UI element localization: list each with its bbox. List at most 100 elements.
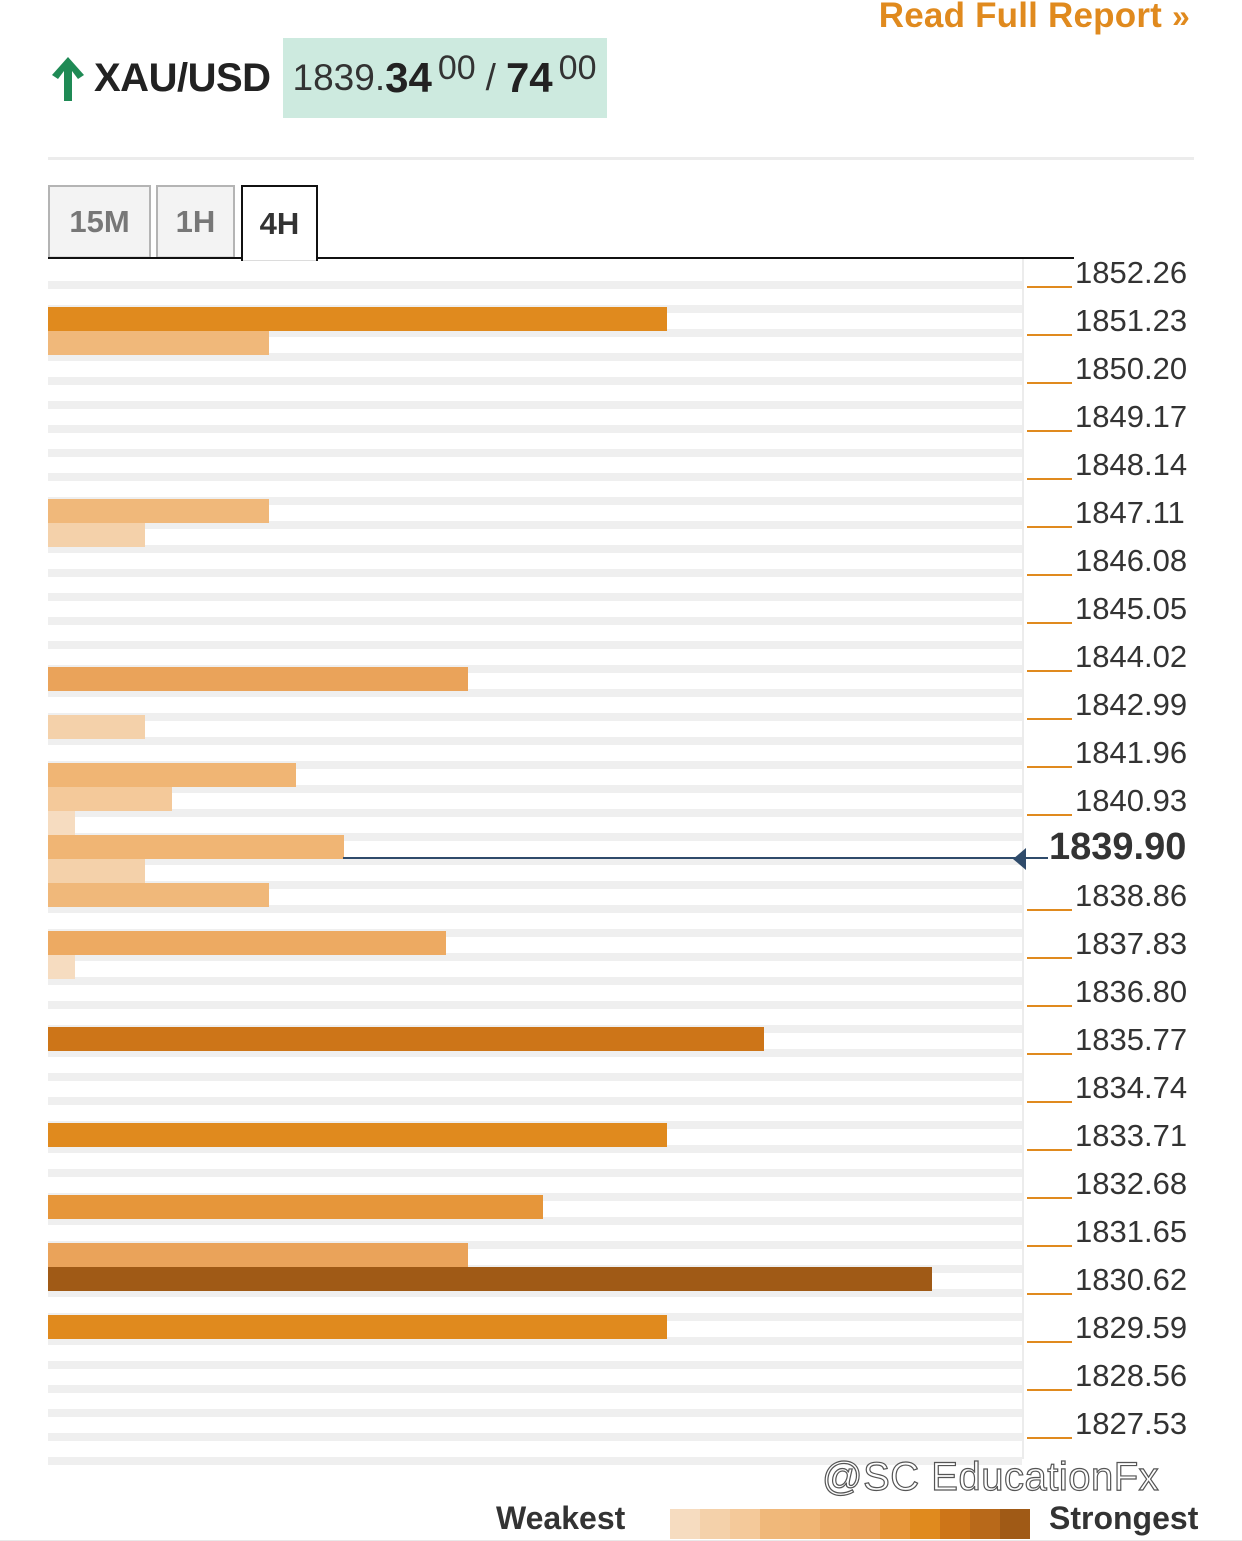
grid-stripe xyxy=(48,929,1022,937)
grid-stripe xyxy=(48,1361,1022,1369)
grid-stripe xyxy=(48,497,1022,505)
current-price-tick xyxy=(1024,857,1048,859)
legend-swatch xyxy=(700,1509,730,1539)
price-level-tick xyxy=(1027,525,1072,528)
legend-weakest-label: Weakest xyxy=(496,1500,626,1536)
price-level-label: 1830.62 xyxy=(1075,1262,1188,1298)
grid-stripe xyxy=(48,785,1022,793)
header-divider xyxy=(48,157,1194,160)
watermark: @SC EducationFx xyxy=(821,1454,1160,1499)
grid-stripe xyxy=(48,809,1022,817)
legend-swatch xyxy=(850,1509,880,1539)
price-level-label: 1834.74 xyxy=(1075,1070,1188,1106)
read-full-report-link[interactable]: Read Full Report » xyxy=(879,0,1190,36)
legend-swatch xyxy=(940,1509,970,1539)
confluence-bar xyxy=(48,835,344,859)
grid-stripe xyxy=(48,1289,1022,1297)
tab-1h[interactable]: 1H xyxy=(156,185,235,257)
confluence-bar xyxy=(48,931,446,955)
grid-stripe xyxy=(48,353,1022,361)
price-level-label: 1832.68 xyxy=(1075,1166,1188,1202)
price-level-tick xyxy=(1027,573,1072,576)
confluence-bar xyxy=(48,307,667,331)
price-level-label: 1827.53 xyxy=(1075,1406,1188,1442)
quote-separator: / xyxy=(485,57,496,98)
price-level-label: 1831.65 xyxy=(1075,1214,1188,1250)
confluence-bar xyxy=(48,763,296,787)
price-level-tick xyxy=(1027,286,1072,288)
price-level-label: 1852.26 xyxy=(1075,255,1188,290)
grid-stripe xyxy=(48,953,1022,961)
price-level-label: 1844.02 xyxy=(1075,638,1188,674)
legend-swatch xyxy=(880,1509,910,1539)
bid-fraction: 00 xyxy=(437,48,476,87)
grid-stripe xyxy=(48,1097,1022,1105)
price-level-label: 1835.77 xyxy=(1075,1022,1188,1058)
tab-1h-label: 1H xyxy=(175,204,216,239)
grid-stripe xyxy=(48,569,1022,577)
grid-stripe xyxy=(48,1145,1022,1153)
grid-stripe xyxy=(48,641,1022,649)
grid-stripe xyxy=(48,545,1022,553)
price-level-tick xyxy=(1027,381,1072,384)
grid-stripe xyxy=(48,1409,1022,1417)
legend-swatch xyxy=(730,1509,760,1539)
price-level-tick xyxy=(1027,1053,1072,1056)
grid-stripe xyxy=(48,977,1022,985)
tab-15m-label: 15M xyxy=(69,204,130,239)
bid-ask-quote: 1839. 34 00 / 74 00 xyxy=(282,38,607,118)
grid-stripe xyxy=(48,281,1022,289)
confluence-bar xyxy=(48,883,269,907)
price-level-tick xyxy=(1027,765,1072,768)
grid-stripe xyxy=(48,665,1022,673)
price-level-label: 1828.56 xyxy=(1075,1358,1188,1394)
price-level-tick xyxy=(1027,477,1072,480)
price-level-tick xyxy=(1027,1101,1072,1104)
confluence-bar xyxy=(48,523,145,547)
read-full-report-label: Read Full Report xyxy=(878,0,1162,35)
grid-stripe xyxy=(48,1169,1022,1177)
grid-stripe xyxy=(48,905,1022,913)
arrow-up-icon xyxy=(52,57,84,101)
price-level-tick xyxy=(1027,1293,1072,1296)
tab-4h[interactable]: 4H xyxy=(241,185,318,261)
current-price-line xyxy=(343,857,1017,859)
grid-stripe xyxy=(48,857,1022,865)
price-level-tick xyxy=(1027,1197,1072,1200)
grid-stripe xyxy=(48,833,1022,841)
instrument-symbol: XAU/USD xyxy=(94,55,271,100)
price-level-label: 1842.99 xyxy=(1075,686,1188,722)
price-level-tick xyxy=(1027,669,1072,672)
current-price-label: 1839.90 xyxy=(1049,826,1187,868)
price-level-label: 1836.80 xyxy=(1075,974,1188,1010)
tab-4h-label: 4H xyxy=(259,206,300,241)
price-level-label: 1851.23 xyxy=(1075,302,1188,338)
confluence-bar xyxy=(48,859,145,883)
confluence-bar xyxy=(48,811,75,835)
grid-stripe xyxy=(48,737,1022,745)
price-level-tick xyxy=(1027,1245,1072,1248)
ask-fraction: 00 xyxy=(558,48,597,87)
bid-prefix: 1839. xyxy=(292,57,386,98)
confluence-bar xyxy=(48,1027,764,1051)
price-level-tick xyxy=(1027,957,1072,960)
grid-stripe xyxy=(48,881,1022,889)
legend-strongest-label: Strongest xyxy=(1049,1500,1199,1536)
price-level-label: 1847.11 xyxy=(1075,494,1185,530)
tab-15m[interactable]: 15M xyxy=(48,185,151,257)
price-level-label: 1838.86 xyxy=(1075,878,1188,914)
confluence-bar xyxy=(48,1315,667,1339)
confluence-bar xyxy=(48,331,269,355)
price-level-tick xyxy=(1027,1005,1072,1008)
legend-swatch xyxy=(910,1509,940,1539)
grid-stripe xyxy=(48,473,1022,481)
legend-swatch xyxy=(970,1509,1000,1539)
grid-stripe xyxy=(48,1049,1022,1057)
grid-stripe xyxy=(48,761,1022,769)
price-level-label: 1846.08 xyxy=(1075,542,1188,578)
grid-stripe xyxy=(48,329,1022,337)
confluence-bar xyxy=(48,1267,932,1291)
confluence-bar xyxy=(48,1123,667,1147)
grid-stripe xyxy=(48,689,1022,697)
legend-swatch xyxy=(820,1509,850,1539)
